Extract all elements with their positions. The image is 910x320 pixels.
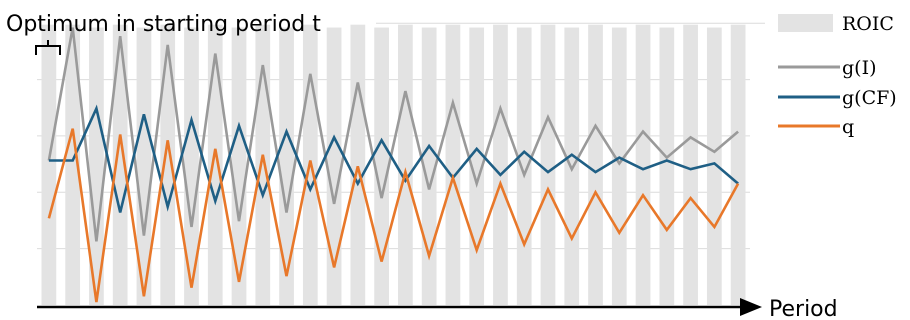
roic-bar	[516, 27, 532, 306]
series-line-q	[47, 128, 740, 303]
roic-bar	[635, 24, 651, 305]
roic-bar	[398, 24, 413, 305]
roic-bar	[112, 24, 128, 305]
legend-label-q: q	[842, 116, 854, 138]
roic-bar	[611, 27, 627, 306]
x-axis-label: Period	[769, 297, 838, 320]
roic-bar	[540, 24, 556, 305]
roic-bar	[374, 27, 389, 306]
legend: ROIC g(I) g(CF) q	[778, 13, 897, 138]
x-axis-arrowhead	[740, 298, 762, 316]
annotation-bracket	[35, 40, 61, 55]
roic-bar	[683, 24, 698, 305]
roic-bar	[706, 27, 722, 306]
series-line-gcf	[48, 104, 739, 213]
roic-bars	[41, 24, 746, 306]
roic-bar	[326, 27, 342, 306]
roic-bar	[160, 24, 176, 305]
roic-bar	[65, 24, 81, 305]
annotation-text: Optimum in starting period t	[6, 12, 321, 37]
roic-bar	[350, 24, 366, 305]
roic-bar	[184, 27, 199, 306]
roic-bar	[421, 27, 437, 306]
legend-swatch-roic	[778, 14, 833, 32]
roic-bar	[730, 24, 746, 305]
roic-bar	[445, 24, 461, 305]
roic-bar	[493, 24, 508, 305]
roic-bar	[588, 24, 603, 305]
roic-bar	[89, 27, 104, 306]
legend-label-g-cf: g(CF)	[842, 87, 897, 109]
roic-bar	[136, 27, 152, 306]
legend-label-roic: ROIC	[842, 13, 894, 35]
roic-bar	[279, 27, 294, 306]
roic-bar	[659, 27, 675, 306]
roic-bar	[41, 24, 57, 305]
roic-bar	[231, 27, 247, 306]
series-lines	[47, 27, 740, 303]
legend-label-g-i: g(I)	[842, 57, 877, 79]
roic-bar	[207, 24, 223, 305]
